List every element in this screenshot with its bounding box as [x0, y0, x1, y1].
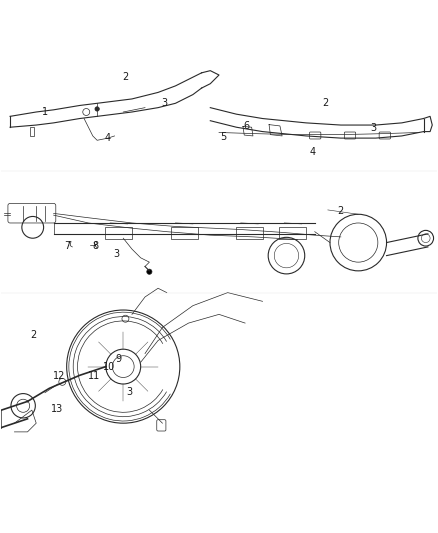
Text: 5: 5	[220, 132, 226, 142]
Text: 3: 3	[126, 387, 132, 397]
Text: 4: 4	[105, 133, 111, 143]
Text: 2: 2	[338, 206, 344, 216]
Text: 13: 13	[51, 404, 63, 414]
Text: 8: 8	[92, 240, 98, 251]
Text: 3: 3	[162, 98, 168, 108]
Text: 11: 11	[88, 371, 100, 381]
Text: 10: 10	[103, 362, 116, 373]
Circle shape	[95, 107, 99, 111]
Text: 2: 2	[322, 98, 329, 108]
Text: 9: 9	[115, 354, 121, 364]
Text: 2: 2	[122, 72, 128, 82]
Text: 4: 4	[310, 148, 316, 157]
Text: 1: 1	[42, 107, 48, 117]
Text: 6: 6	[244, 122, 250, 131]
Text: 2: 2	[30, 330, 36, 340]
Text: 3: 3	[371, 123, 377, 133]
Text: 7: 7	[64, 240, 71, 251]
Circle shape	[147, 269, 152, 274]
Text: 12: 12	[53, 371, 65, 381]
Text: 3: 3	[113, 249, 119, 260]
